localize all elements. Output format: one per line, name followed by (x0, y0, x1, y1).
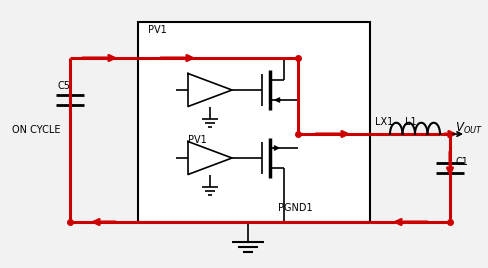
Text: LX1: LX1 (375, 117, 393, 127)
Text: PV1: PV1 (148, 25, 167, 35)
Text: C5: C5 (58, 81, 71, 91)
Text: C1: C1 (455, 157, 468, 167)
Text: $V_{OUT}$: $V_{OUT}$ (455, 120, 483, 136)
Bar (138, 22, 370, 222)
Text: PGND1: PGND1 (278, 203, 313, 213)
Text: ON CYCLE: ON CYCLE (12, 125, 61, 135)
Text: PV1: PV1 (188, 135, 207, 145)
Text: L1: L1 (405, 117, 417, 127)
